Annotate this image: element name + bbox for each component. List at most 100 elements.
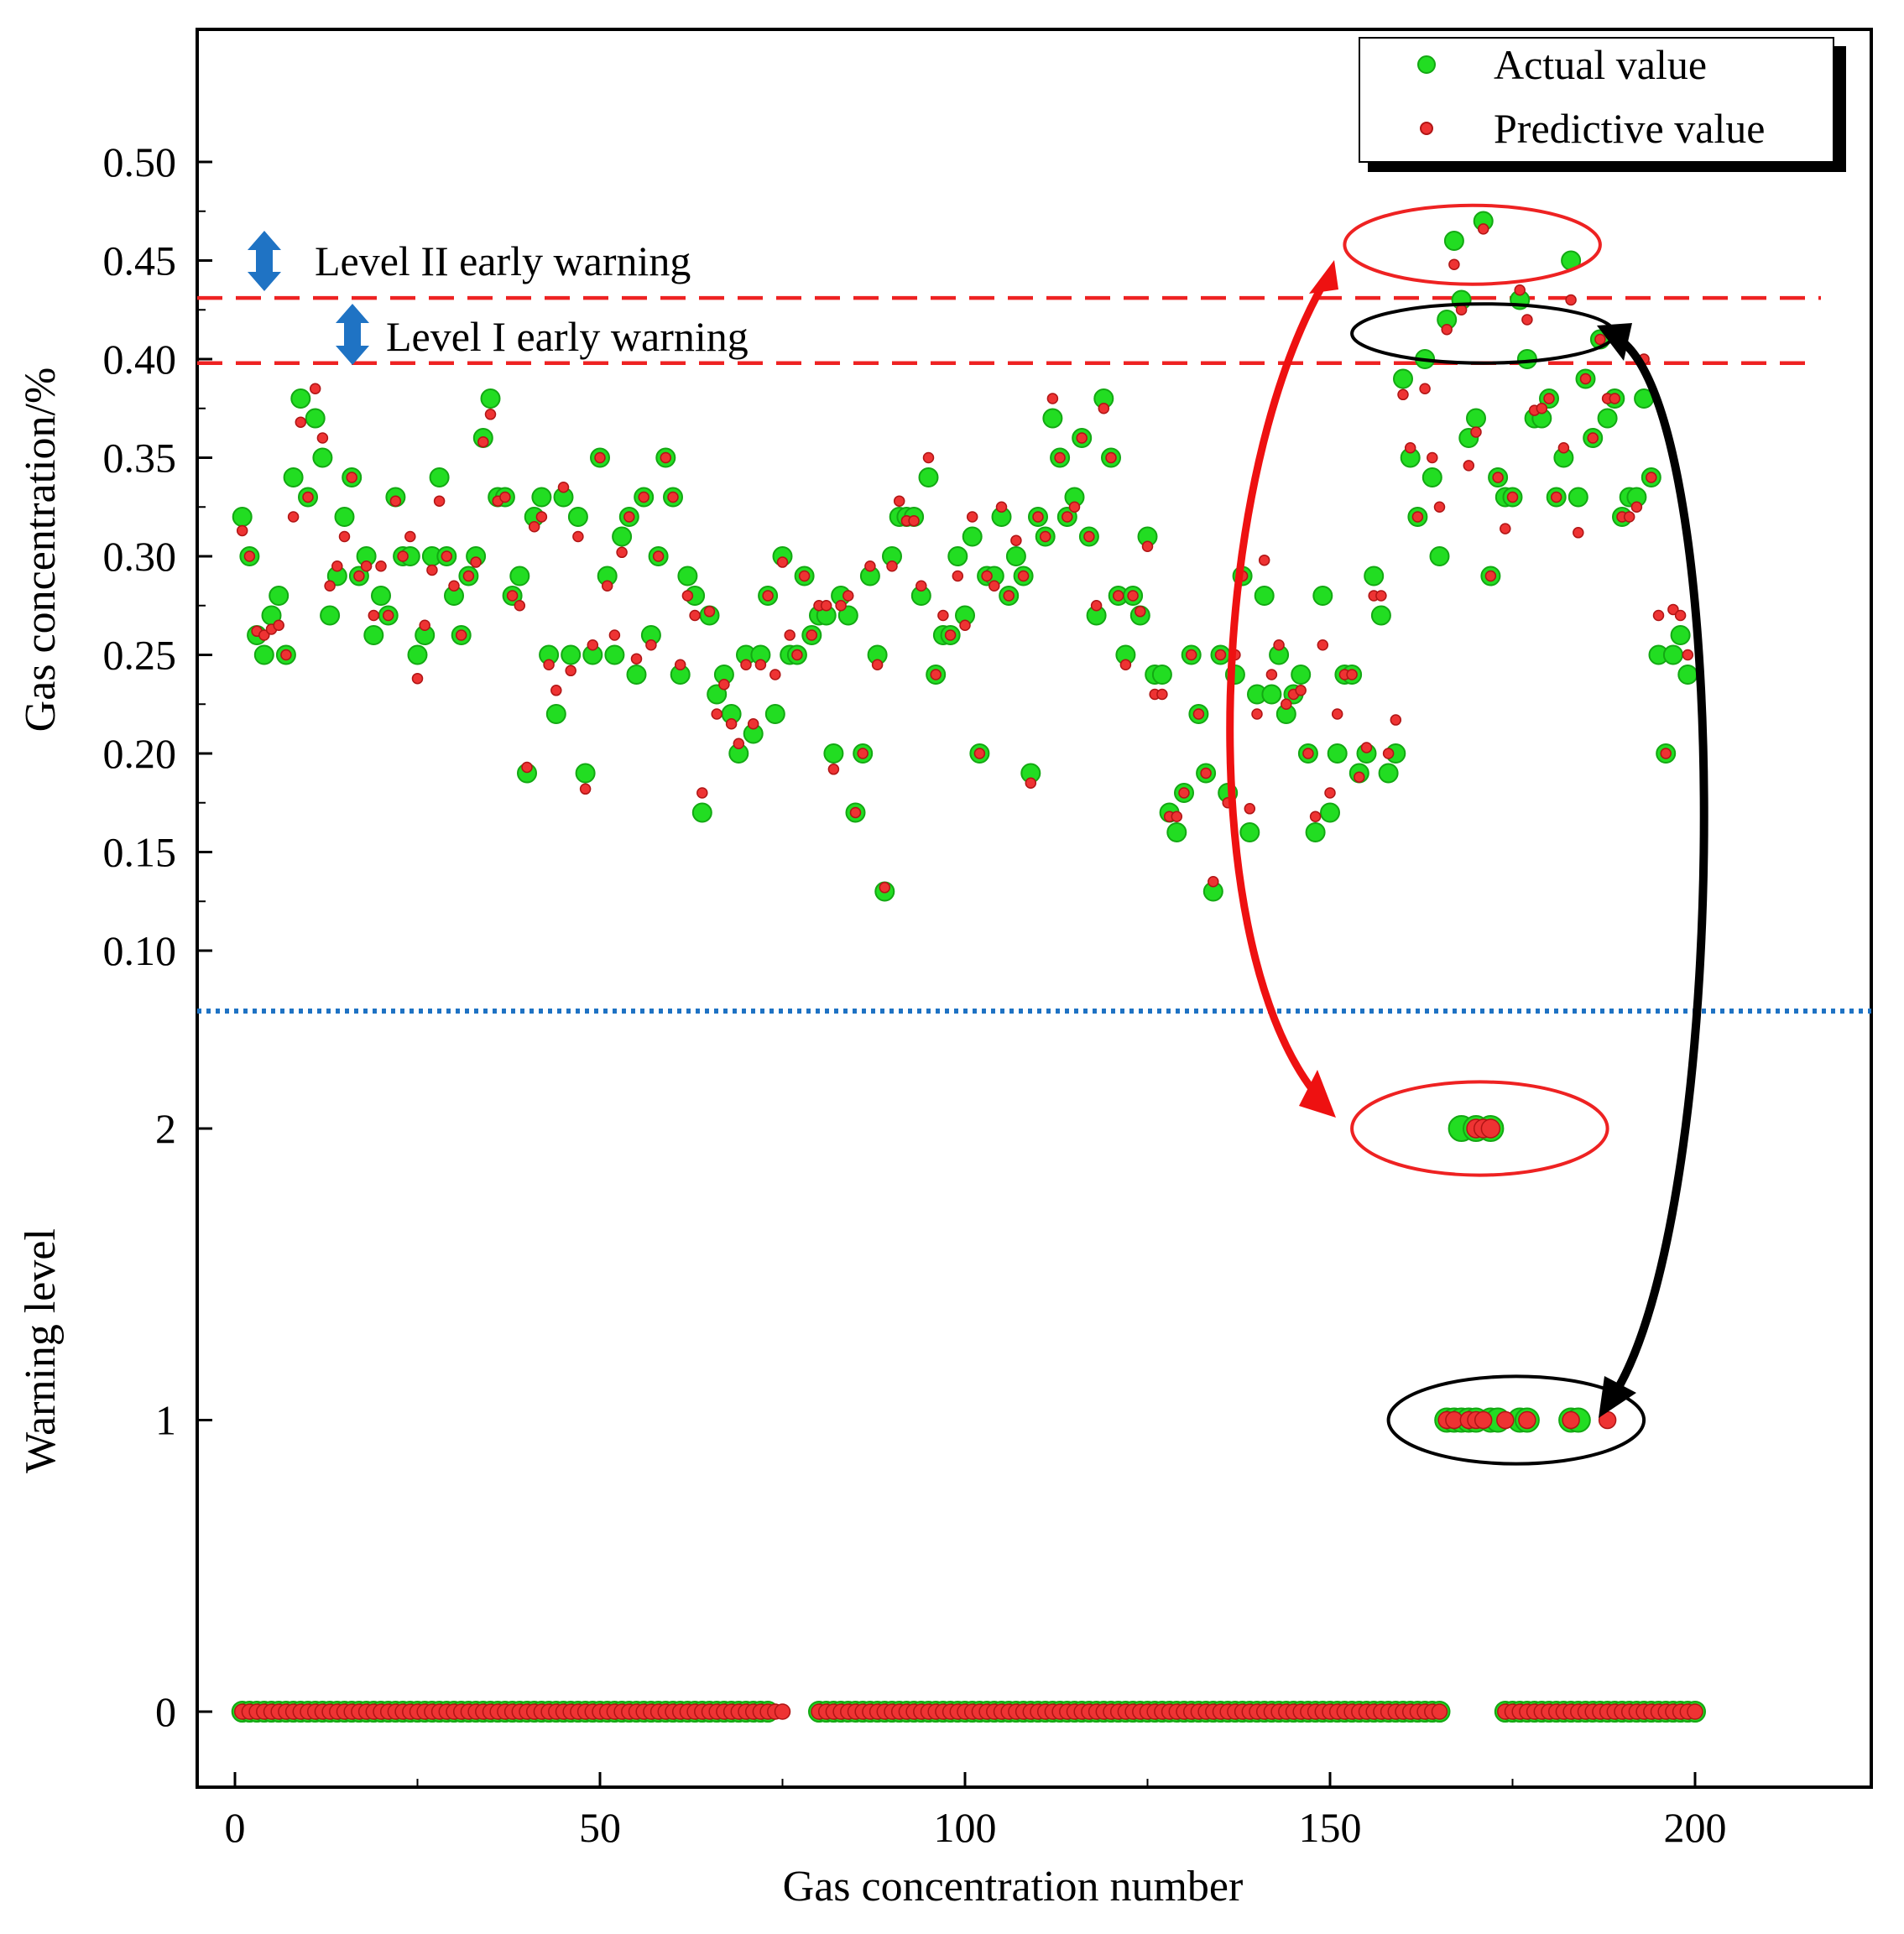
predictive-point bbox=[1390, 714, 1402, 726]
y-tick-label-top: 0.30 bbox=[103, 533, 177, 580]
level2-region-ellipse bbox=[1343, 203, 1602, 286]
predictive-point bbox=[871, 659, 884, 670]
actual-point bbox=[1670, 625, 1691, 645]
predictive-point bbox=[1484, 570, 1497, 582]
predictive-point bbox=[711, 708, 722, 720]
actual-point bbox=[604, 644, 625, 665]
actual-point bbox=[764, 704, 785, 724]
y-tick-label-top: 0.45 bbox=[103, 237, 177, 284]
predictive-point bbox=[273, 619, 284, 631]
actual-point bbox=[1312, 586, 1333, 606]
predictive-point bbox=[1244, 803, 1256, 815]
predictive-point bbox=[368, 609, 380, 622]
predictive-point bbox=[426, 564, 438, 576]
predictive-point bbox=[652, 550, 665, 562]
predictive-point bbox=[1587, 432, 1599, 444]
actual-point bbox=[253, 644, 274, 665]
predictive-point bbox=[893, 495, 905, 507]
predictive-level1-point bbox=[1562, 1410, 1580, 1430]
predictive-point bbox=[579, 783, 592, 795]
legend-predictive-marker bbox=[1420, 122, 1433, 135]
actual-point bbox=[1151, 665, 1172, 685]
predictive-point bbox=[1404, 442, 1416, 454]
predictive-point bbox=[1550, 491, 1562, 503]
level1-points-ellipse bbox=[1386, 1374, 1646, 1466]
predictive-point bbox=[827, 764, 840, 775]
predictive-point bbox=[660, 451, 672, 464]
predictive-point bbox=[1141, 540, 1154, 552]
predictive-point bbox=[382, 609, 394, 622]
predictive-point bbox=[1448, 258, 1460, 270]
predictive-point bbox=[433, 495, 446, 507]
predictive-point bbox=[1667, 603, 1679, 616]
y-axis-title-bottom: Warning level bbox=[17, 1228, 65, 1473]
actual-point bbox=[1364, 566, 1385, 586]
predictive-point bbox=[1324, 787, 1336, 799]
predictive-point bbox=[1609, 393, 1621, 404]
level2-points-ellipse bbox=[1350, 1080, 1609, 1177]
predictive-point bbox=[1514, 284, 1526, 296]
predictive-point bbox=[1419, 383, 1431, 394]
predictive-point bbox=[1258, 554, 1270, 566]
predictive-point bbox=[798, 570, 811, 582]
predictive-point bbox=[455, 629, 467, 641]
predictive-point bbox=[1623, 511, 1635, 523]
predictive-point bbox=[806, 629, 818, 641]
predictive-point bbox=[484, 409, 497, 420]
predictive-point bbox=[981, 570, 993, 582]
predictive-point bbox=[849, 806, 862, 819]
predictive-point bbox=[922, 451, 935, 464]
predictive-point bbox=[1397, 388, 1409, 401]
predictive-point bbox=[470, 556, 482, 568]
predictive-point bbox=[462, 570, 475, 582]
predictive-point bbox=[338, 530, 351, 543]
level2-connector-arrow bbox=[1226, 260, 1338, 1118]
predictive-point bbox=[1646, 472, 1657, 483]
black-arrow-head-top bbox=[1597, 323, 1632, 361]
y-tick-label-bottom: 1 bbox=[155, 1397, 176, 1444]
predictive-point bbox=[784, 629, 796, 641]
predictive-point bbox=[857, 748, 869, 759]
predictive-point bbox=[1017, 570, 1030, 582]
y-axis-title-top: Gas concentration/% bbox=[17, 368, 65, 732]
predictive-point bbox=[1682, 649, 1694, 661]
predictive-point bbox=[521, 761, 533, 774]
predictive-point bbox=[908, 514, 920, 527]
predictive-point bbox=[725, 718, 738, 730]
x-axis-title: Gas concentration number bbox=[783, 1863, 1244, 1911]
predictive-point bbox=[1178, 787, 1190, 799]
predictive-point bbox=[601, 580, 613, 592]
actual-point bbox=[531, 487, 552, 508]
predictive-point bbox=[1579, 373, 1592, 385]
predictive-point bbox=[1506, 491, 1519, 503]
actual-point bbox=[363, 625, 384, 645]
predictive-point bbox=[1076, 432, 1088, 444]
y-axis-bottom: 0 1 2 bbox=[155, 1105, 212, 1735]
actual-point bbox=[269, 586, 290, 606]
legend: Actual value Predictive value bbox=[1359, 37, 1846, 172]
predictive-point bbox=[1427, 451, 1438, 464]
level1-label: Level I early warning bbox=[386, 313, 749, 360]
predictive-point bbox=[324, 580, 336, 592]
predictive-point bbox=[506, 590, 519, 602]
predictive-point bbox=[879, 882, 891, 894]
predictive-point bbox=[1521, 314, 1533, 326]
predictive-point bbox=[389, 495, 402, 507]
predictive-point bbox=[1492, 472, 1504, 483]
actual-point bbox=[1254, 586, 1275, 606]
predictive-point bbox=[1630, 501, 1643, 513]
predictive-point bbox=[1251, 708, 1263, 720]
predictive-point bbox=[287, 511, 300, 523]
predictive-point bbox=[952, 570, 964, 582]
actual-point bbox=[567, 507, 588, 527]
predictive-point bbox=[703, 606, 716, 618]
y-tick-label-top: 0.15 bbox=[103, 829, 177, 876]
predictive-point bbox=[696, 787, 708, 799]
predictive-point bbox=[419, 619, 430, 631]
predictive-point bbox=[1557, 442, 1570, 454]
predictive-point bbox=[718, 679, 730, 691]
predictive-point bbox=[535, 511, 548, 523]
predictive-point bbox=[1010, 534, 1022, 546]
actual-point bbox=[1239, 822, 1260, 842]
predictive-point bbox=[1295, 685, 1307, 696]
